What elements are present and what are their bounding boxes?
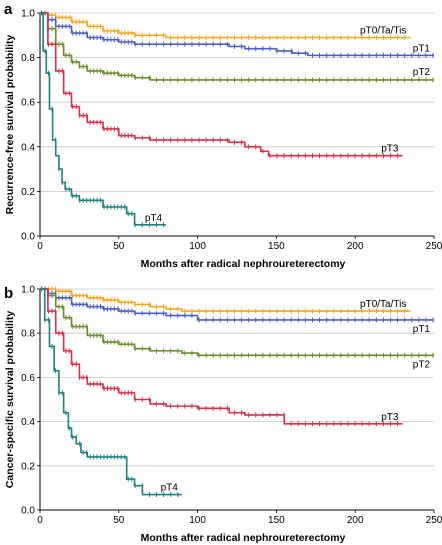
panel-a-censor-marks-pt4 xyxy=(41,10,165,228)
panel-a-ytick-label: 0.2 xyxy=(21,187,35,198)
panel-b-xtick-label: 50 xyxy=(113,515,125,526)
panel-a-ytick-label: 0.4 xyxy=(21,142,35,153)
panel-a-xtick-label: 200 xyxy=(347,241,364,252)
panel-b-series-pt0-ta-tis xyxy=(40,288,411,312)
panel-a-xtick-label: 0 xyxy=(37,241,43,252)
panel-b-xtick-label: 100 xyxy=(189,515,206,526)
panel-b-series-label-pt0-ta-tis: pT0/Ta/Tis xyxy=(360,299,406,310)
panel-b-y-axis-title: Cancer-specific survival probability xyxy=(4,311,16,489)
panel-a-ytick-label: 0.0 xyxy=(21,232,35,243)
panel-b-xtick-label: 150 xyxy=(268,515,285,526)
panel-b-ytick-label: 1.0 xyxy=(21,285,35,296)
panel-a-xtick-label: 50 xyxy=(113,241,125,252)
panel-a-label: a xyxy=(4,1,13,18)
panel-b-xtick-label: 0 xyxy=(37,515,43,526)
panel-b-label: b xyxy=(4,285,13,302)
panel-a-series-pt4 xyxy=(40,12,167,226)
panel-a-series-label-pt3: pT3 xyxy=(381,144,399,155)
panel-b-series-label-pt3: pT3 xyxy=(381,412,399,423)
panel-b-series-label-pt1: pT1 xyxy=(413,324,431,335)
panel-a-series-label-pt0-ta-tis: pT0/Ta/Tis xyxy=(360,26,406,37)
panel-b-censor-marks-pt0-ta-tis xyxy=(41,286,406,314)
panel-a-ytick-label: 1.0 xyxy=(21,9,35,20)
panel-a-x-axis-title: Months after radical nephroureterectomy xyxy=(141,258,346,270)
panel-a-xtick-label: 100 xyxy=(189,241,206,252)
panel-b-series-label-pt4: pT4 xyxy=(161,483,179,494)
panel-a-y-axis-title: Recurrence-free survival probability xyxy=(4,34,16,214)
panel-b-series-pt3 xyxy=(40,288,403,425)
panel-a-ytick-label: 0.6 xyxy=(21,98,35,109)
panel-a: a 0.0 0.2 0.4 0.6 0.8 1.0 0 50 100 150 200 250 Months… xyxy=(4,1,442,270)
panel-a-censor-marks-pt3 xyxy=(41,10,399,159)
panel-b-ytick-label: 0.2 xyxy=(21,461,35,472)
panel-b-series-label-pt2: pT2 xyxy=(413,359,431,370)
panel-b-x-axis-title: Months after radical nephroureterectomy xyxy=(141,532,346,544)
panel-a-xtick-label: 150 xyxy=(268,241,285,252)
panel-b-censor-marks-pt3 xyxy=(41,286,399,427)
panel-b-ytick-label: 0.8 xyxy=(21,329,35,340)
panel-a-series-label-pt1: pT1 xyxy=(413,43,431,54)
panel-b-xtick-label: 250 xyxy=(426,515,442,526)
panel-a-censor-marks-pt2 xyxy=(41,10,434,83)
panel-b-xtick-label: 200 xyxy=(347,515,364,526)
panel-b-censor-marks-pt4 xyxy=(41,286,179,498)
panel-a-series-pt0-ta-tis xyxy=(40,12,411,39)
panel-b-ytick-label: 0.6 xyxy=(21,373,35,384)
panel-b-series-pt4 xyxy=(40,288,182,496)
panel-a-series-label-pt2: pT2 xyxy=(413,67,431,78)
panel-b: b 0.0 0.2 0.4 0.6 0.8 1.0 0 50 100 150 200 250 Months… xyxy=(4,285,442,545)
panel-b-ytick-label: 0.4 xyxy=(21,417,35,428)
panel-a-censor-marks-pt0-ta-tis xyxy=(41,10,406,41)
panel-a-series-pt3 xyxy=(40,12,403,157)
panel-a-ytick-label: 0.8 xyxy=(21,53,35,64)
panel-a-xtick-label: 250 xyxy=(426,241,442,252)
panel-a-censor-marks-pt1 xyxy=(41,10,434,58)
panel-b-ytick-label: 0.0 xyxy=(21,506,35,517)
panel-a-series-label-pt4: pT4 xyxy=(145,213,163,224)
